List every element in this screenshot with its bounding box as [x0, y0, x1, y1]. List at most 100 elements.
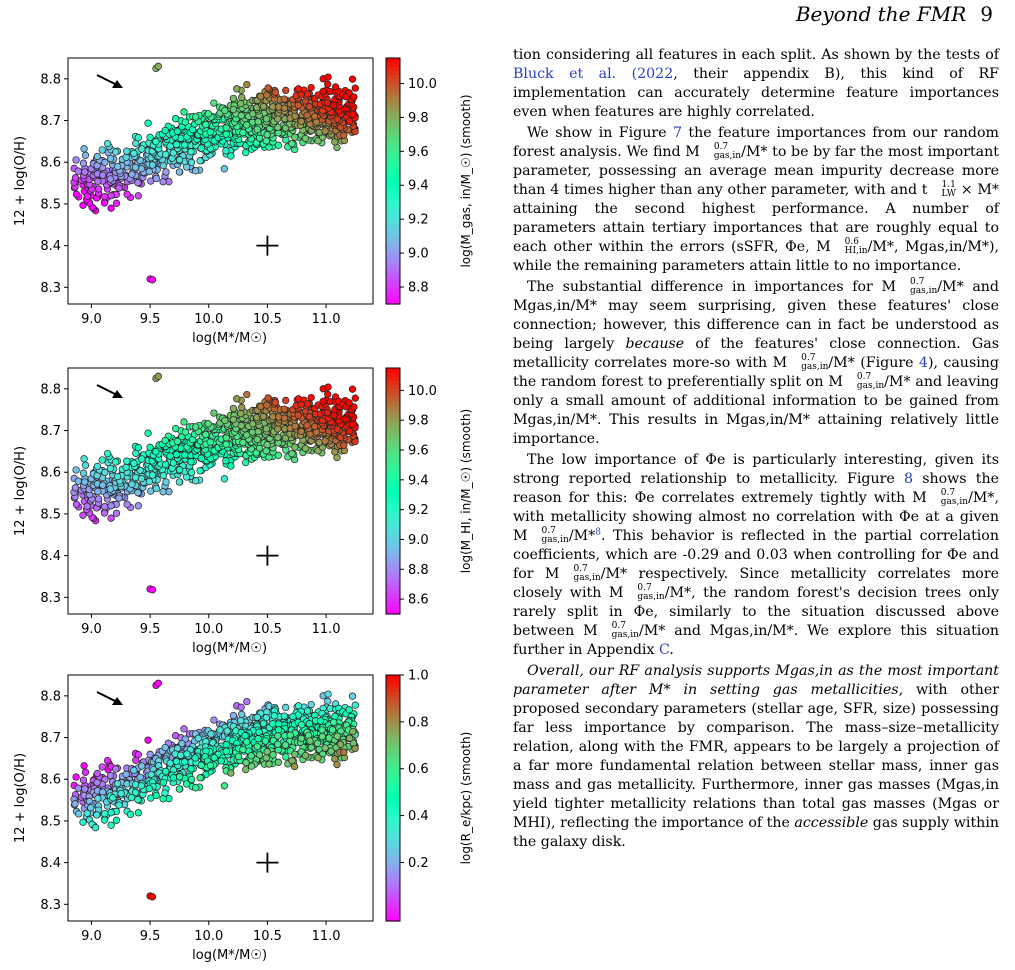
- colorbar-band: [386, 205, 400, 211]
- colorbar-band: [386, 515, 400, 521]
- colorbar: 8.8 9.0 9.2 9.4 9.6 9.8 10.0 log(M_gas, in/M_☉)…: [385, 57, 473, 305]
- colorbar-band: [386, 679, 400, 684]
- data-point: [259, 719, 268, 728]
- data-point: [321, 437, 329, 445]
- data-point: [261, 737, 270, 745]
- data-point: [227, 462, 235, 470]
- figure-ref-7[interactable]: 7: [672, 125, 682, 141]
- appendix-ref-c[interactable]: C: [658, 642, 670, 658]
- data-point: [222, 440, 230, 448]
- data-point: [242, 765, 250, 774]
- data-point: [123, 147, 131, 155]
- data-point: [262, 137, 270, 145]
- data-point: [237, 703, 245, 711]
- data-point: [187, 148, 195, 156]
- data-point: [112, 148, 120, 156]
- colorbar-band: [386, 503, 400, 508]
- colorbar-band: [386, 589, 400, 595]
- colorbar-band: [386, 810, 400, 815]
- colorbar-tick-label: 1.0: [408, 669, 429, 684]
- data-point: [351, 84, 359, 92]
- colorbar-band: [386, 699, 400, 705]
- data-point: [83, 192, 91, 200]
- data-point: [75, 810, 83, 818]
- data-point: [241, 732, 249, 740]
- colorbar-band: [386, 246, 400, 252]
- data-point: [107, 502, 115, 510]
- colorbar-band: [386, 707, 400, 713]
- y-tick-label: 8.8: [40, 689, 61, 704]
- colorbar-band: [386, 855, 400, 861]
- data-point: [204, 420, 212, 428]
- data-point: [171, 115, 180, 123]
- data-point: [134, 796, 142, 804]
- data-point: [303, 421, 311, 429]
- data-point: [71, 174, 80, 182]
- data-point: [288, 140, 296, 148]
- data-point: [166, 452, 174, 460]
- data-point: [130, 149, 138, 157]
- data-point: [152, 791, 160, 800]
- data-point: [297, 734, 305, 743]
- data-point: [238, 710, 246, 718]
- data-point: [187, 458, 195, 466]
- data-point: [152, 448, 160, 456]
- y-tick-label: 8.4: [40, 856, 61, 871]
- data-point: [294, 411, 302, 419]
- data-point: [301, 444, 310, 453]
- colorbar-band: [386, 556, 400, 562]
- data-point: [123, 190, 131, 198]
- data-point: [138, 455, 146, 463]
- data-point: [333, 732, 341, 740]
- colorbar-band: [386, 871, 400, 877]
- colorbar-band: [386, 724, 400, 729]
- figure-ref-4[interactable]: 4: [918, 355, 928, 371]
- data-point: [106, 485, 115, 493]
- data-point: [113, 779, 122, 788]
- page-number: 9: [980, 2, 993, 26]
- colorbar-band: [386, 736, 400, 742]
- footnote-ref-8[interactable]: 8: [595, 527, 601, 538]
- data-point: [180, 108, 188, 116]
- colorbar-band: [386, 769, 400, 774]
- data-point: [274, 758, 283, 766]
- y-tick-label: 8.8: [40, 72, 61, 87]
- colorbar-band: [386, 814, 400, 820]
- data-point: [94, 794, 102, 803]
- colorbar-band: [386, 127, 400, 133]
- y-tick-label: 8.4: [40, 549, 61, 564]
- colorbar-band: [386, 168, 400, 174]
- data-point: [229, 404, 238, 413]
- arrow-icon: [96, 74, 123, 88]
- data-point: [306, 737, 314, 745]
- data-point: [216, 726, 224, 734]
- colorbar-band: [386, 417, 400, 422]
- y-tick-label: 8.3: [40, 898, 61, 913]
- data-point: [243, 738, 251, 746]
- data-point: [99, 171, 107, 179]
- data-point: [301, 751, 310, 760]
- data-point: [206, 761, 215, 770]
- data-point: [350, 93, 358, 101]
- data-point: [169, 774, 178, 782]
- y-tick-label: 8.3: [40, 281, 61, 296]
- data-point: [270, 712, 278, 720]
- colorbar-band: [386, 291, 400, 297]
- data-point: [263, 441, 271, 449]
- data-point: [204, 110, 212, 118]
- data-points: [70, 679, 359, 901]
- colorbar-band: [386, 209, 400, 215]
- figure-ref-8[interactable]: 8: [903, 471, 914, 487]
- data-point: [106, 175, 115, 183]
- colorbar-band: [386, 74, 400, 80]
- data-point: [192, 423, 200, 431]
- data-point: [127, 793, 136, 802]
- colorbar-band: [386, 683, 400, 688]
- colorbar-tick-label: 9.4: [408, 473, 429, 488]
- citation-bluck[interactable]: Bluck et al. (2022: [513, 66, 674, 82]
- data-point: [112, 765, 120, 773]
- data-point: [280, 405, 288, 413]
- data-point: [291, 422, 299, 430]
- data-point: [220, 165, 229, 173]
- scatter-panel-2: 9.0 9.5 10.0 10.5 11.0 8.3 8.4 8.5 8.6 8.7 8.8 log(…: [13, 367, 473, 656]
